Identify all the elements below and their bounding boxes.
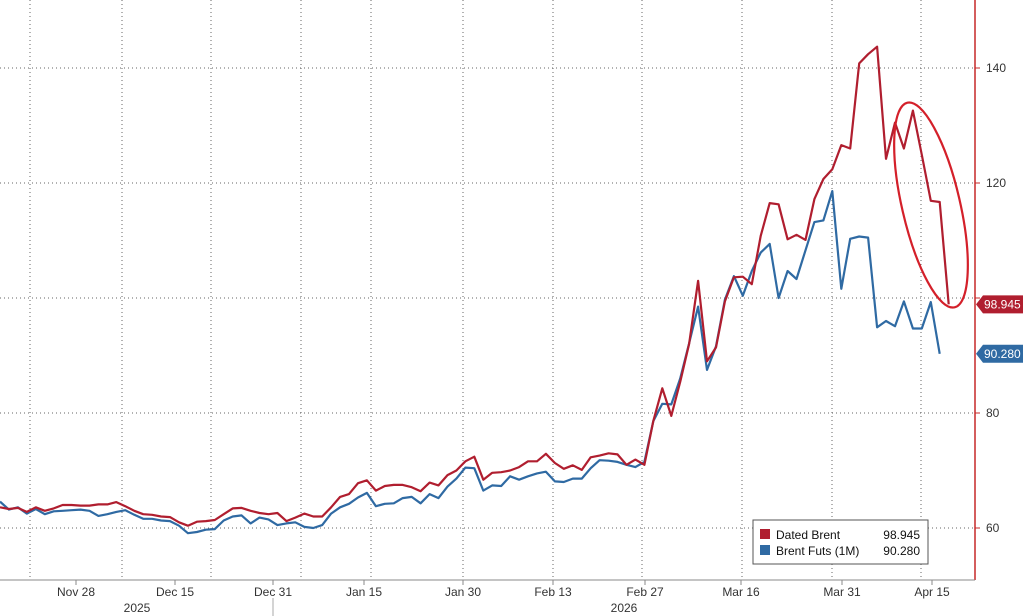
last-value-badge: 98.945 [976,295,1023,314]
x-tick-label: Dec 15 [156,585,194,599]
y-tick-label: 80 [986,406,1000,420]
x-tick-label: Feb 27 [626,585,664,599]
legend-box [752,519,929,565]
x-tick-label: Mar 31 [823,585,861,599]
legend-label-dated-brent: Dated Brent [776,528,841,542]
x-year-label: 2025 [124,601,151,615]
series-lines [0,45,950,535]
badge-shape [976,295,1023,314]
annotation-ellipse [893,101,969,309]
grid-lines [0,0,975,580]
legend-value-brent-futs: 90.280 [883,544,920,558]
legend-swatch-dated-brent [760,529,770,539]
badge-shape [976,344,1023,363]
y-axis: 60 80 120 140 [974,0,1006,580]
x-year-label: 2026 [611,601,638,615]
series-line-dated-brent [0,45,950,527]
x-tick-label: Feb 13 [534,585,572,599]
legend-swatch-brent-futs [760,545,770,555]
y-tick-label: 120 [986,176,1006,190]
x-tick-label: Mar 16 [722,585,760,599]
x-tick-label: Jan 15 [346,585,382,599]
y-tick-label: 140 [986,61,1006,75]
badge-value: 98.945 [984,297,1021,311]
last-value-badges: 98.945 90.280 [976,295,1023,363]
legend-label-brent-futs: Brent Futs (1M) [776,544,859,558]
x-tick-label: Jan 30 [445,585,481,599]
x-axis: Nov 28 Dec 15 Dec 31 Jan 15 Jan 30 Feb 13 Feb … [0,579,975,616]
legend: Dated Brent 98.945 Brent Futs (1M) 90.28… [752,519,929,565]
y-tick-label: 60 [986,521,1000,535]
annotation-ellipse [893,101,969,309]
x-tick-label: Dec 31 [254,585,292,599]
x-tick-label: Apr 15 [914,585,950,599]
x-tick-label: Nov 28 [57,585,95,599]
badge-value: 90.280 [984,347,1021,361]
legend-value-dated-brent: 98.945 [883,528,920,542]
last-value-badge: 90.280 [976,344,1023,363]
series-line-brent-futs [0,190,941,535]
